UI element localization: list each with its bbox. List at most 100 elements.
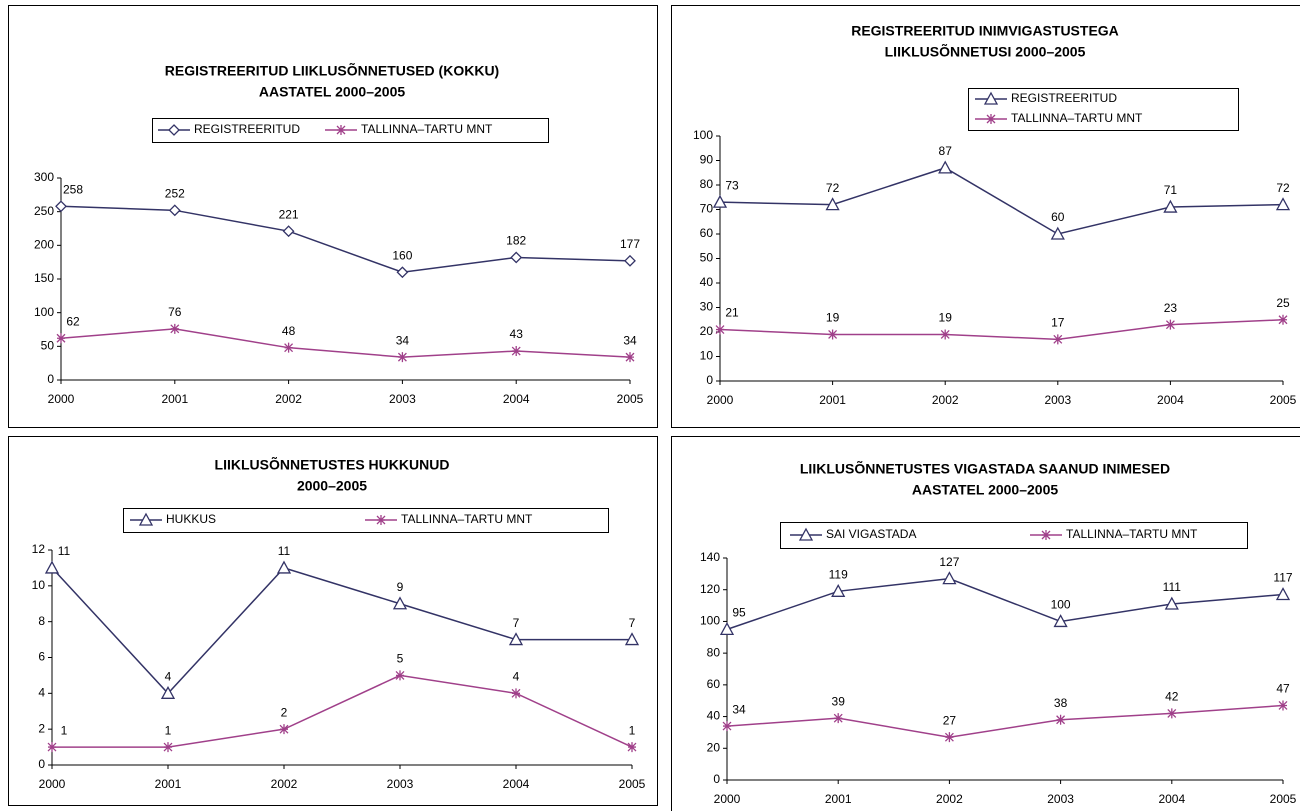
data-label: 9 bbox=[397, 580, 404, 594]
marker bbox=[831, 583, 846, 597]
marker bbox=[1275, 587, 1291, 601]
marker bbox=[624, 632, 640, 646]
data-label: 17 bbox=[1051, 316, 1065, 330]
data-label: 95 bbox=[732, 606, 746, 620]
marker bbox=[1056, 714, 1066, 725]
marker bbox=[397, 352, 407, 363]
x-tick-label: 2002 bbox=[932, 393, 959, 407]
data-label: 23 bbox=[1164, 301, 1178, 315]
y-tick-label: 250 bbox=[34, 204, 54, 218]
legend-label: SAI VIGASTADA bbox=[826, 527, 916, 541]
chart-title: 2000–2005 bbox=[297, 478, 367, 494]
data-label: 62 bbox=[66, 314, 80, 328]
marker bbox=[511, 688, 521, 699]
series-line bbox=[60, 205, 631, 274]
marker bbox=[1167, 708, 1177, 719]
x-tick-label: 2004 bbox=[1157, 393, 1184, 407]
data-label: 5 bbox=[397, 652, 404, 666]
y-tick-label: 100 bbox=[34, 305, 54, 319]
data-label: 34 bbox=[732, 702, 746, 716]
x-tick-label: 2000 bbox=[707, 393, 734, 407]
x-tick-label: 2001 bbox=[161, 392, 188, 406]
y-tick-label: 100 bbox=[700, 614, 720, 628]
panel bbox=[8, 436, 658, 806]
marker bbox=[798, 527, 814, 541]
marker bbox=[508, 632, 524, 646]
marker bbox=[1278, 314, 1288, 325]
chart-title: LIIKLUSÕNNETUSI 2000–2005 bbox=[885, 43, 1086, 60]
data-label: 43 bbox=[510, 327, 524, 341]
marker bbox=[138, 512, 154, 526]
data-label: 42 bbox=[1165, 690, 1179, 704]
data-label: 73 bbox=[725, 178, 739, 192]
data-label: 48 bbox=[282, 324, 296, 338]
data-label: 1 bbox=[629, 723, 636, 737]
chart-title: AASTATEL 2000–2005 bbox=[912, 482, 1059, 498]
marker bbox=[510, 251, 523, 264]
data-label: 87 bbox=[939, 144, 953, 158]
data-label: 4 bbox=[513, 670, 520, 684]
data-label: 182 bbox=[506, 234, 526, 248]
data-label: 27 bbox=[943, 713, 957, 727]
y-tick-label: 90 bbox=[700, 153, 714, 167]
y-tick-label: 12 bbox=[32, 542, 46, 556]
y-tick-label: 60 bbox=[707, 677, 721, 691]
marker bbox=[942, 571, 957, 585]
marker bbox=[1041, 530, 1051, 540]
data-label: 71 bbox=[1164, 183, 1178, 197]
data-label: 177 bbox=[620, 237, 640, 251]
marker bbox=[396, 266, 409, 279]
marker bbox=[715, 324, 725, 335]
data-label: 11 bbox=[278, 544, 291, 558]
marker bbox=[983, 91, 999, 105]
marker bbox=[336, 125, 346, 135]
data-label: 127 bbox=[939, 555, 959, 569]
data-label: 258 bbox=[63, 182, 83, 196]
chart-title: AASTATEL 2000–2005 bbox=[259, 84, 406, 100]
y-tick-label: 70 bbox=[700, 202, 714, 216]
data-label: 76 bbox=[168, 305, 182, 319]
data-label: 34 bbox=[396, 333, 410, 347]
marker bbox=[938, 160, 953, 174]
chart-title: REGISTREERITUD INIMVIGASTUSTEGA bbox=[851, 23, 1119, 39]
panel bbox=[671, 436, 1300, 811]
y-tick-label: 0 bbox=[706, 373, 713, 387]
data-label: 111 bbox=[1163, 580, 1182, 594]
marker bbox=[392, 596, 408, 610]
data-label: 19 bbox=[939, 311, 953, 325]
series-line bbox=[719, 319, 1284, 341]
x-tick-label: 2003 bbox=[389, 392, 416, 406]
marker bbox=[47, 742, 57, 753]
legend-label: TALLINNA–TARTU MNT bbox=[1066, 527, 1198, 541]
marker bbox=[276, 560, 292, 574]
data-label: 34 bbox=[623, 333, 637, 347]
marker bbox=[1163, 199, 1178, 213]
marker bbox=[625, 352, 635, 363]
marker bbox=[284, 342, 294, 353]
legend-label: REGISTREERITUD bbox=[194, 122, 300, 136]
marker bbox=[825, 197, 840, 211]
y-tick-label: 0 bbox=[713, 772, 720, 786]
data-label: 100 bbox=[1051, 598, 1071, 612]
marker bbox=[1050, 226, 1065, 240]
marker bbox=[282, 225, 295, 238]
legend-label: TALLINNA–TARTU MNT bbox=[401, 512, 533, 526]
marker bbox=[712, 194, 728, 208]
series-line bbox=[726, 577, 1284, 631]
marker bbox=[833, 713, 843, 724]
marker bbox=[279, 724, 289, 735]
y-tick-label: 120 bbox=[700, 582, 720, 596]
x-tick-label: 2003 bbox=[387, 777, 414, 791]
marker bbox=[1165, 319, 1175, 330]
marker bbox=[376, 515, 386, 525]
data-label: 19 bbox=[826, 311, 840, 325]
marker bbox=[722, 721, 732, 732]
y-tick-label: 0 bbox=[38, 757, 45, 771]
series-line bbox=[726, 704, 1284, 738]
series-line bbox=[60, 328, 631, 358]
y-tick-label: 80 bbox=[707, 645, 721, 659]
marker bbox=[168, 124, 180, 136]
marker bbox=[828, 329, 838, 340]
data-label: 47 bbox=[1276, 682, 1290, 696]
x-tick-label: 2000 bbox=[39, 777, 66, 791]
